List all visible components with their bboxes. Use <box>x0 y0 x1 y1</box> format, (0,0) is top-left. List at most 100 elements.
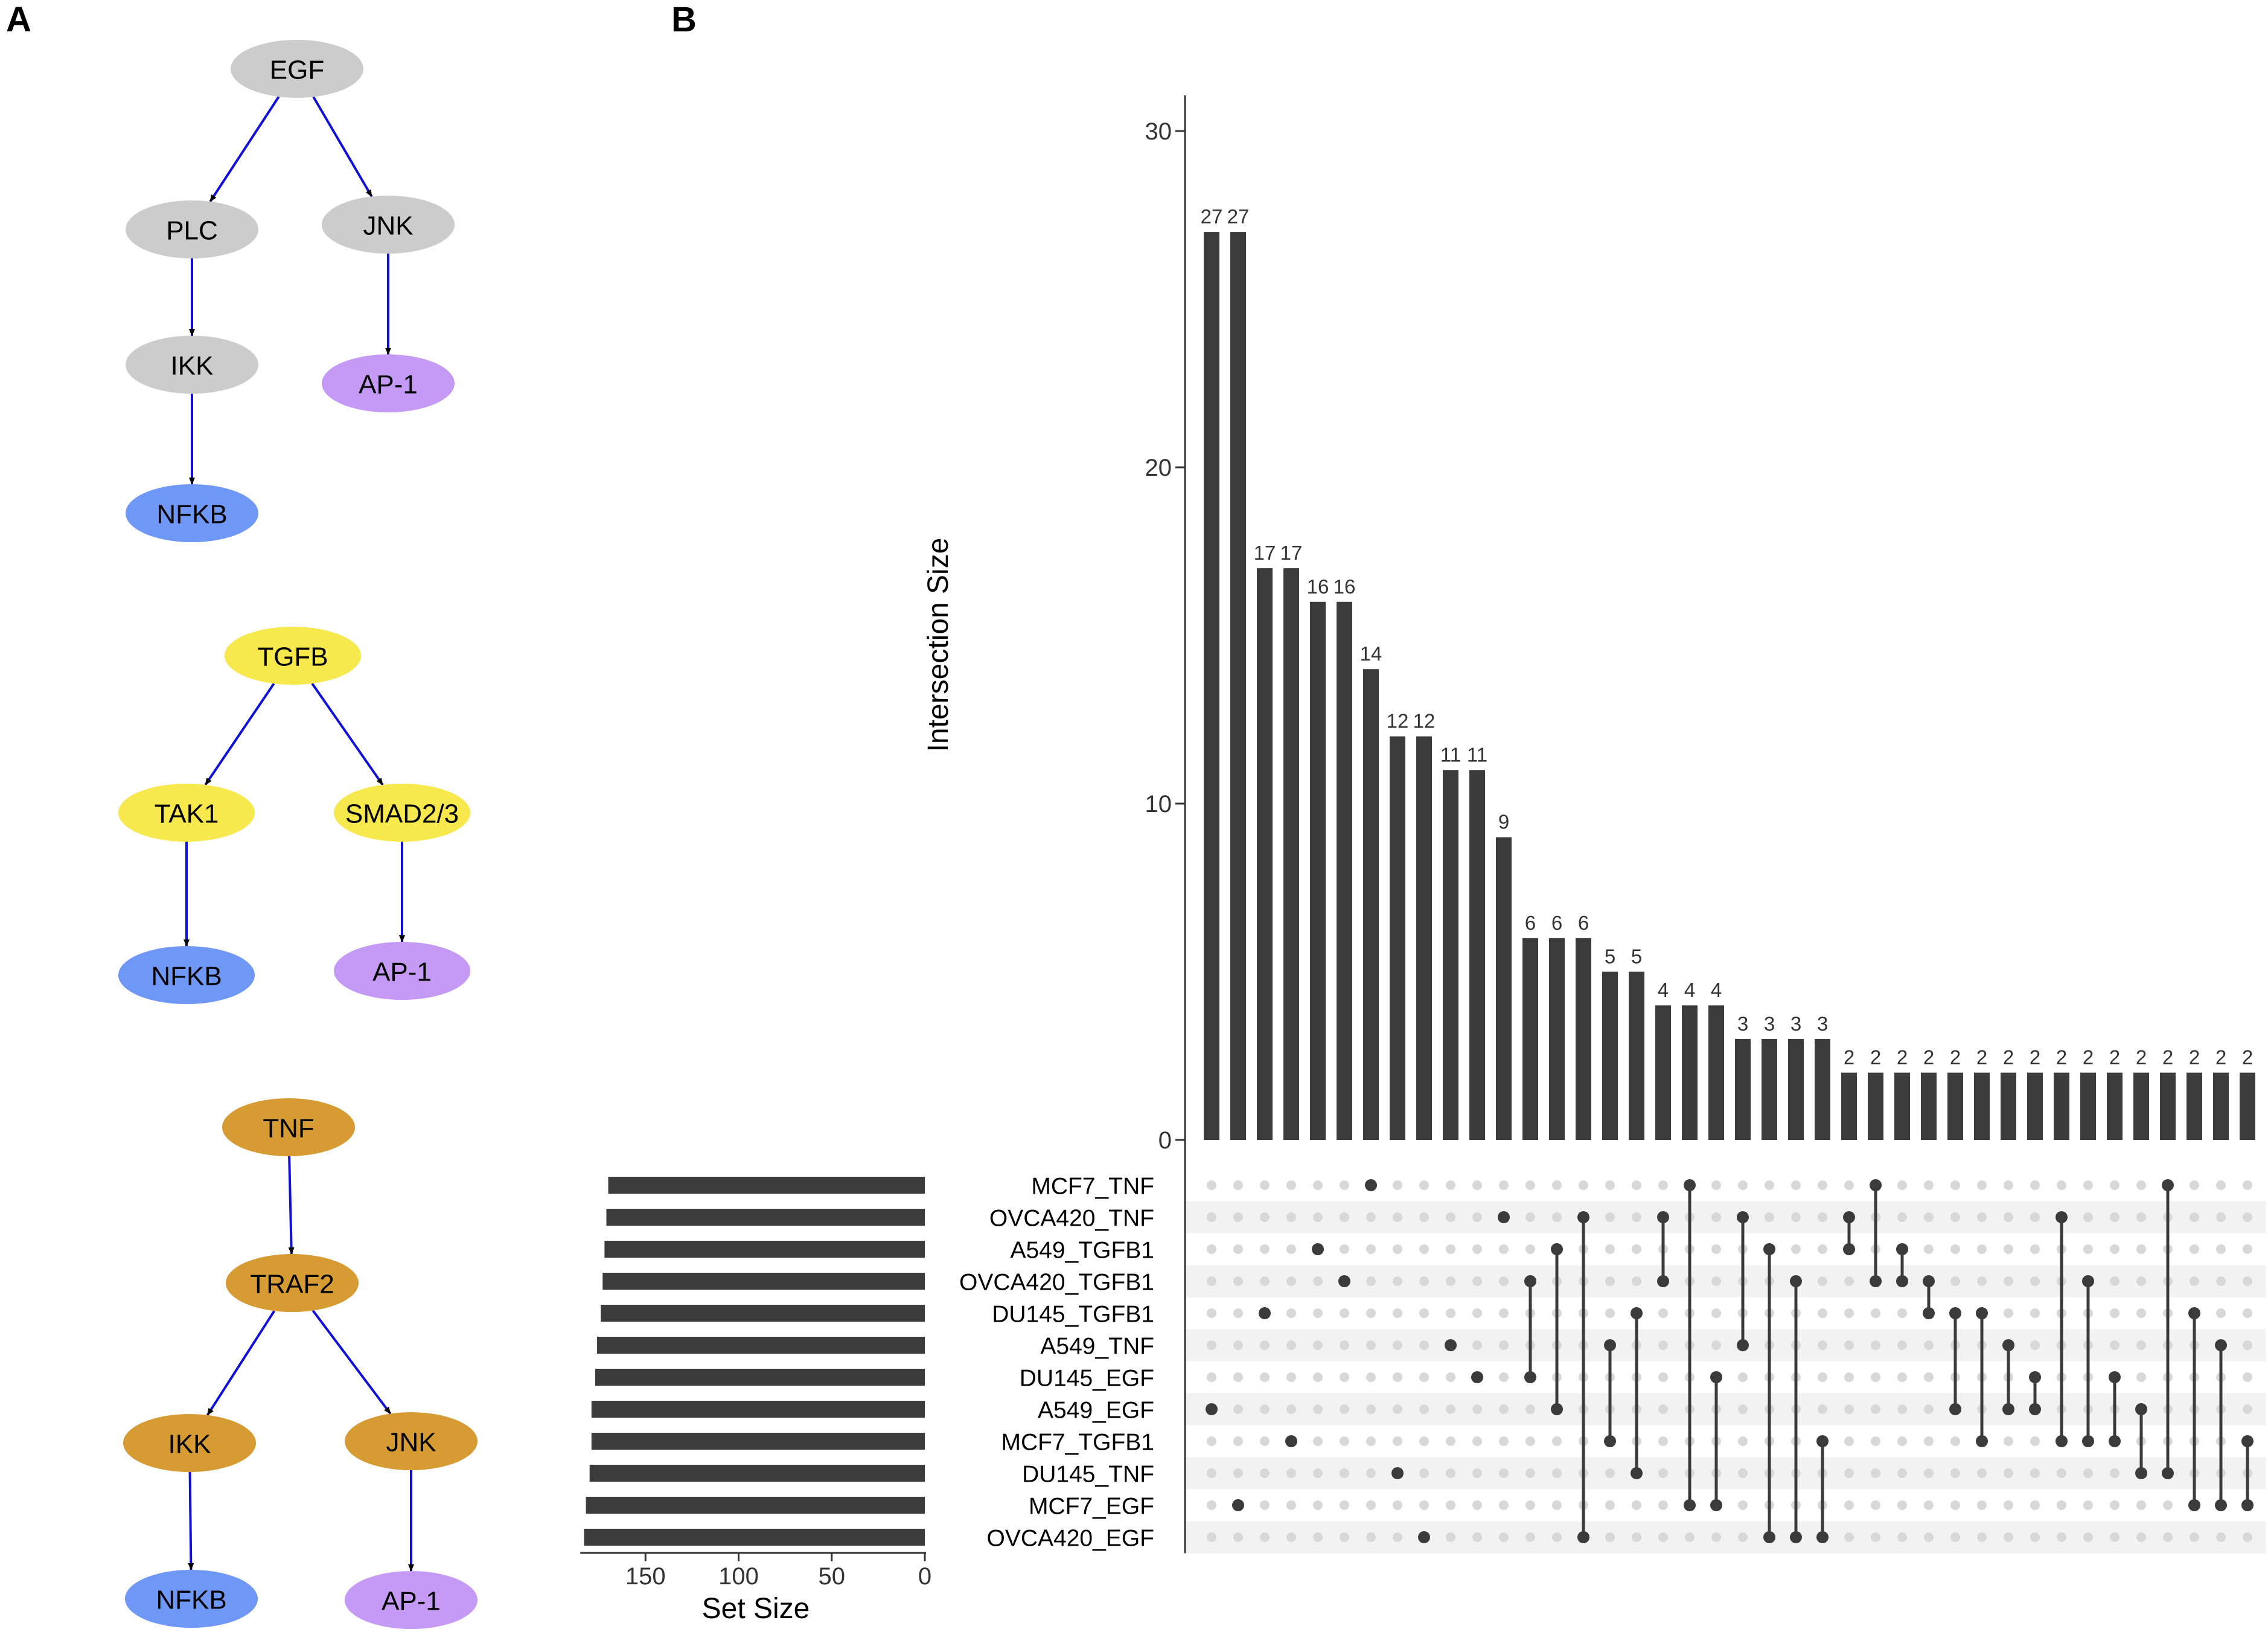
matrix-dot-inactive <box>1977 1532 1987 1542</box>
matrix-dot-active <box>1604 1339 1616 1351</box>
matrix-dot-inactive <box>1313 1308 1323 1318</box>
matrix-dot-inactive <box>2243 1276 2252 1286</box>
matrix-dot-inactive <box>1393 1244 1402 1254</box>
set-size-bar <box>601 1305 925 1322</box>
matrix-dot-inactive <box>1977 1244 1987 1254</box>
matrix-dot-active <box>1365 1179 1377 1191</box>
matrix-dot-active <box>1896 1275 1908 1287</box>
node-ap1: AP-1 <box>334 942 470 1000</box>
matrix-dot-active <box>1763 1531 1775 1543</box>
node-nfkb: NFKB <box>126 484 258 542</box>
matrix-dot-inactive <box>2136 1276 2146 1286</box>
matrix-dot-inactive <box>1286 1468 1296 1478</box>
matrix-dot-inactive <box>1738 1532 1748 1542</box>
matrix-column <box>1577 1180 1589 1543</box>
edge-ikk-nfkb <box>188 1471 194 1571</box>
matrix-dot-inactive <box>1233 1244 1243 1254</box>
matrix-dot-active <box>2109 1371 2121 1383</box>
matrix-dot-inactive <box>1499 1340 1509 1350</box>
matrix-dot-inactive <box>1525 1500 1535 1510</box>
matrix-dot-inactive <box>1472 1244 1482 1254</box>
matrix-dot-active <box>1763 1243 1775 1255</box>
set-label: DU145_TGFB1 <box>992 1302 1154 1328</box>
matrix-dot-active <box>1418 1531 1430 1543</box>
edge-tnf-traf2 <box>288 1156 295 1255</box>
intersection-bar <box>1204 232 1219 1141</box>
set-size-axis-title: Set Size <box>702 1593 810 1625</box>
bar-value-label: 3 <box>1764 1013 1775 1035</box>
node-jnk: JNK <box>322 196 455 254</box>
matrix-column <box>1232 1180 1244 1542</box>
bar-value-label: 4 <box>1711 979 1722 1001</box>
intersection-bar <box>1682 1005 1698 1140</box>
matrix-dot-inactive <box>1658 1180 1668 1190</box>
matrix-dot-active <box>2109 1435 2121 1447</box>
matrix-dot-inactive <box>1897 1372 1907 1382</box>
matrix-dot-inactive <box>1233 1212 1243 1222</box>
matrix-dot-inactive <box>1897 1404 1907 1414</box>
matrix-dot-inactive <box>1658 1500 1668 1510</box>
matrix-dot-inactive <box>1525 1404 1535 1414</box>
matrix-dot-inactive <box>1446 1404 1455 1414</box>
matrix-dot-inactive <box>1499 1532 1509 1542</box>
matrix-dot-inactive <box>2083 1244 2093 1254</box>
matrix-dot-inactive <box>1658 1532 1668 1542</box>
matrix-dot-inactive <box>1499 1180 1509 1190</box>
matrix-dot-inactive <box>1446 1180 1455 1190</box>
matrix-dot-inactive <box>2030 1500 2040 1510</box>
matrix-dot-inactive <box>2030 1436 2040 1446</box>
node-ap1: AP-1 <box>345 1571 478 1629</box>
matrix-dot-active <box>1816 1435 1829 1447</box>
matrix-dot-inactive <box>1419 1372 1429 1382</box>
matrix-dot-inactive <box>1446 1372 1455 1382</box>
matrix-dot-active <box>2056 1211 2068 1223</box>
matrix-dot-inactive <box>1632 1180 1641 1190</box>
matrix-dot-inactive <box>1818 1244 1827 1254</box>
matrix-dot-inactive <box>1366 1436 1376 1446</box>
set-size-bar <box>586 1497 925 1514</box>
matrix-dot-inactive <box>2136 1308 2146 1318</box>
matrix-dot-active <box>1896 1243 1908 1255</box>
matrix-dot-inactive <box>1658 1436 1668 1446</box>
bar-value-label: 5 <box>1605 946 1615 968</box>
matrix-dot-inactive <box>1525 1532 1535 1542</box>
bar-value-label: 11 <box>1467 743 1487 766</box>
matrix-dot-active <box>2135 1467 2147 1479</box>
edge-traf2-ikk <box>206 1310 276 1416</box>
matrix-dot-inactive <box>1446 1500 1455 1510</box>
intersection-bar <box>2160 1072 2176 1140</box>
matrix-dot-inactive <box>1472 1340 1482 1350</box>
bar-value-label: 2 <box>2109 1046 2120 1069</box>
intersection-bar <box>1443 770 1458 1140</box>
matrix-dot-inactive <box>1366 1404 1376 1414</box>
matrix-dot-inactive <box>1499 1244 1509 1254</box>
node-jnk: JNK <box>345 1412 478 1470</box>
set-size-bar <box>602 1273 925 1290</box>
node-label: TGFB <box>257 642 328 672</box>
matrix-dot-inactive <box>2083 1468 2093 1478</box>
matrix-dot-inactive <box>1738 1372 1748 1382</box>
matrix-dot-inactive <box>2110 1212 2119 1222</box>
bar-value-label: 2 <box>1976 1046 1987 1069</box>
intersection-bar <box>2001 1072 2016 1140</box>
node-ellipse <box>126 336 258 394</box>
matrix-dot-inactive <box>1871 1308 1880 1318</box>
bar-value-label: 16 <box>1307 575 1329 598</box>
set-size-axis-ticks: 150 100 50 0 <box>625 1553 931 1590</box>
matrix-dot-inactive <box>1738 1404 1748 1414</box>
matrix-dot-inactive <box>1844 1308 1854 1318</box>
set-size-bar <box>591 1401 925 1418</box>
matrix-dot-inactive <box>1632 1532 1641 1542</box>
matrix-dot-inactive <box>1632 1212 1641 1222</box>
matrix-dot-active <box>1391 1467 1404 1479</box>
matrix-dot-inactive <box>2243 1244 2252 1254</box>
matrix-dot-inactive <box>2136 1244 2146 1254</box>
matrix-dot-inactive <box>1207 1212 1216 1222</box>
matrix-dot-inactive <box>2136 1532 2146 1542</box>
matrix-dot-active <box>2029 1371 2041 1383</box>
matrix-column <box>1976 1180 1988 1542</box>
matrix-column <box>1391 1180 1404 1542</box>
matrix-dot-inactive <box>1950 1436 1960 1446</box>
matrix-dot-inactive <box>1924 1468 1934 1478</box>
